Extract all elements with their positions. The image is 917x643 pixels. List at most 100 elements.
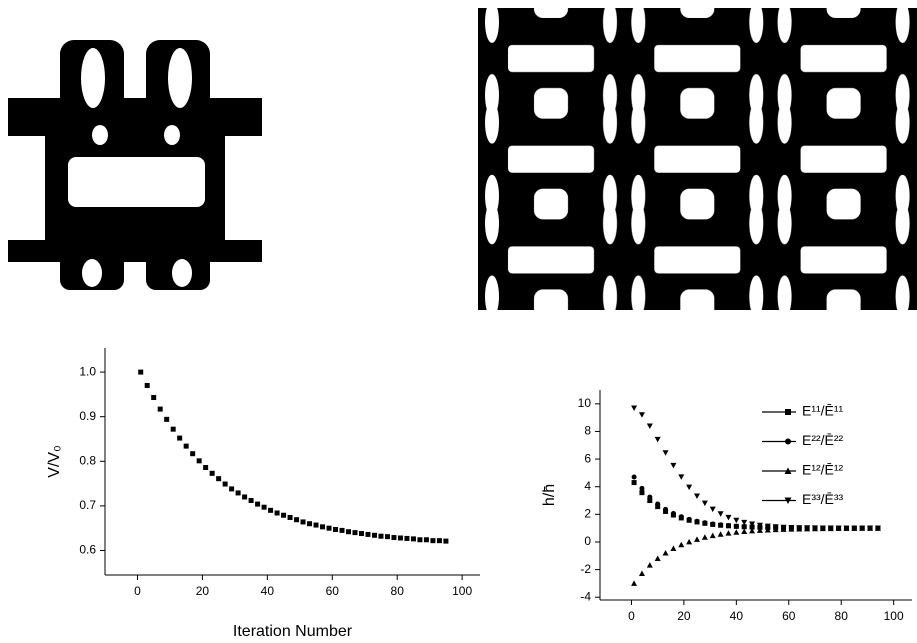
marker bbox=[663, 506, 669, 512]
marker bbox=[384, 534, 390, 540]
marker bbox=[859, 525, 866, 532]
marker bbox=[151, 395, 157, 401]
marker bbox=[686, 516, 692, 522]
marker bbox=[764, 523, 771, 530]
marker bbox=[209, 470, 215, 476]
marker bbox=[157, 406, 163, 412]
y-tick-label: 2 bbox=[584, 507, 591, 521]
marker bbox=[229, 486, 235, 492]
marker bbox=[702, 520, 708, 526]
x-tick-label: 40 bbox=[261, 584, 275, 598]
marker bbox=[655, 501, 661, 507]
y-axis-title: V/V₀ bbox=[46, 445, 63, 477]
marker bbox=[274, 510, 280, 516]
marker bbox=[339, 527, 345, 533]
legend-text: E²²/Ē²² bbox=[802, 432, 844, 448]
marker bbox=[670, 545, 677, 551]
marker bbox=[851, 525, 858, 532]
marker bbox=[287, 514, 293, 520]
marker bbox=[417, 537, 423, 543]
marker bbox=[741, 528, 748, 534]
marker bbox=[741, 519, 748, 526]
marker bbox=[694, 536, 701, 542]
y-tick-label: 4 bbox=[584, 479, 591, 493]
legend-marker bbox=[785, 409, 791, 415]
y-tick-label: 8 bbox=[584, 424, 591, 438]
marker bbox=[177, 435, 183, 441]
x-tick-label: 80 bbox=[391, 584, 405, 598]
marker bbox=[631, 405, 638, 411]
marker bbox=[248, 498, 254, 504]
marker bbox=[313, 522, 319, 528]
marker bbox=[749, 521, 756, 528]
marker bbox=[733, 523, 739, 529]
marker bbox=[655, 504, 661, 510]
marker bbox=[646, 423, 653, 430]
marker bbox=[694, 493, 701, 499]
marker bbox=[216, 476, 222, 482]
y-tick-label: 0.6 bbox=[79, 543, 96, 557]
marker bbox=[835, 525, 842, 532]
marker bbox=[647, 498, 653, 504]
marker bbox=[710, 521, 716, 527]
marker bbox=[638, 412, 645, 418]
y-tick-label: 0.9 bbox=[79, 409, 96, 423]
marker bbox=[718, 522, 724, 528]
marker bbox=[333, 527, 339, 533]
marker bbox=[294, 517, 300, 523]
marker bbox=[662, 550, 669, 556]
marker bbox=[654, 555, 661, 562]
marker bbox=[261, 504, 267, 510]
marker bbox=[255, 501, 261, 507]
marker bbox=[404, 535, 410, 541]
marker bbox=[725, 530, 732, 536]
marker bbox=[694, 518, 700, 524]
marker bbox=[701, 500, 708, 507]
x-tick-label: 0 bbox=[134, 584, 141, 598]
y-tick-label: -2 bbox=[580, 562, 591, 576]
x-tick-label: 60 bbox=[326, 584, 340, 598]
y-axis-title: h/h̄ bbox=[541, 484, 558, 506]
marker bbox=[196, 458, 202, 464]
x-axis-title: Iteration Number bbox=[233, 623, 353, 640]
marker bbox=[662, 450, 669, 456]
y-tick-label: 10 bbox=[578, 396, 592, 410]
marker bbox=[717, 531, 724, 537]
legend-text: E³³/Ē³³ bbox=[802, 491, 844, 507]
marker bbox=[631, 480, 637, 486]
marker bbox=[436, 538, 442, 544]
marker bbox=[654, 436, 661, 443]
marker bbox=[378, 533, 384, 539]
marker bbox=[164, 416, 170, 422]
y-tick-label: 0 bbox=[584, 534, 591, 548]
marker bbox=[352, 530, 358, 536]
y-tick-label: 0.8 bbox=[79, 453, 96, 467]
marker bbox=[647, 494, 653, 500]
marker bbox=[222, 481, 228, 487]
marker bbox=[867, 525, 874, 532]
marker bbox=[639, 485, 645, 491]
x-tick-label: 0 bbox=[628, 609, 635, 623]
marker bbox=[741, 524, 747, 530]
marker bbox=[843, 525, 850, 532]
marker bbox=[780, 524, 787, 531]
marker bbox=[371, 532, 377, 538]
marker bbox=[646, 562, 653, 568]
marker bbox=[788, 524, 795, 531]
marker bbox=[346, 529, 352, 535]
marker bbox=[320, 524, 326, 530]
marker bbox=[772, 524, 779, 530]
x-tick-label: 60 bbox=[782, 609, 796, 623]
y-tick-label: 6 bbox=[584, 451, 591, 465]
marker bbox=[268, 507, 274, 513]
marker bbox=[717, 511, 724, 517]
marker bbox=[138, 369, 144, 375]
marker bbox=[874, 525, 881, 532]
marker bbox=[678, 514, 684, 520]
marker bbox=[756, 527, 763, 533]
legend-marker bbox=[784, 467, 792, 474]
marker bbox=[749, 527, 756, 534]
marker bbox=[686, 538, 693, 545]
marker bbox=[235, 490, 241, 496]
marker bbox=[827, 525, 834, 532]
